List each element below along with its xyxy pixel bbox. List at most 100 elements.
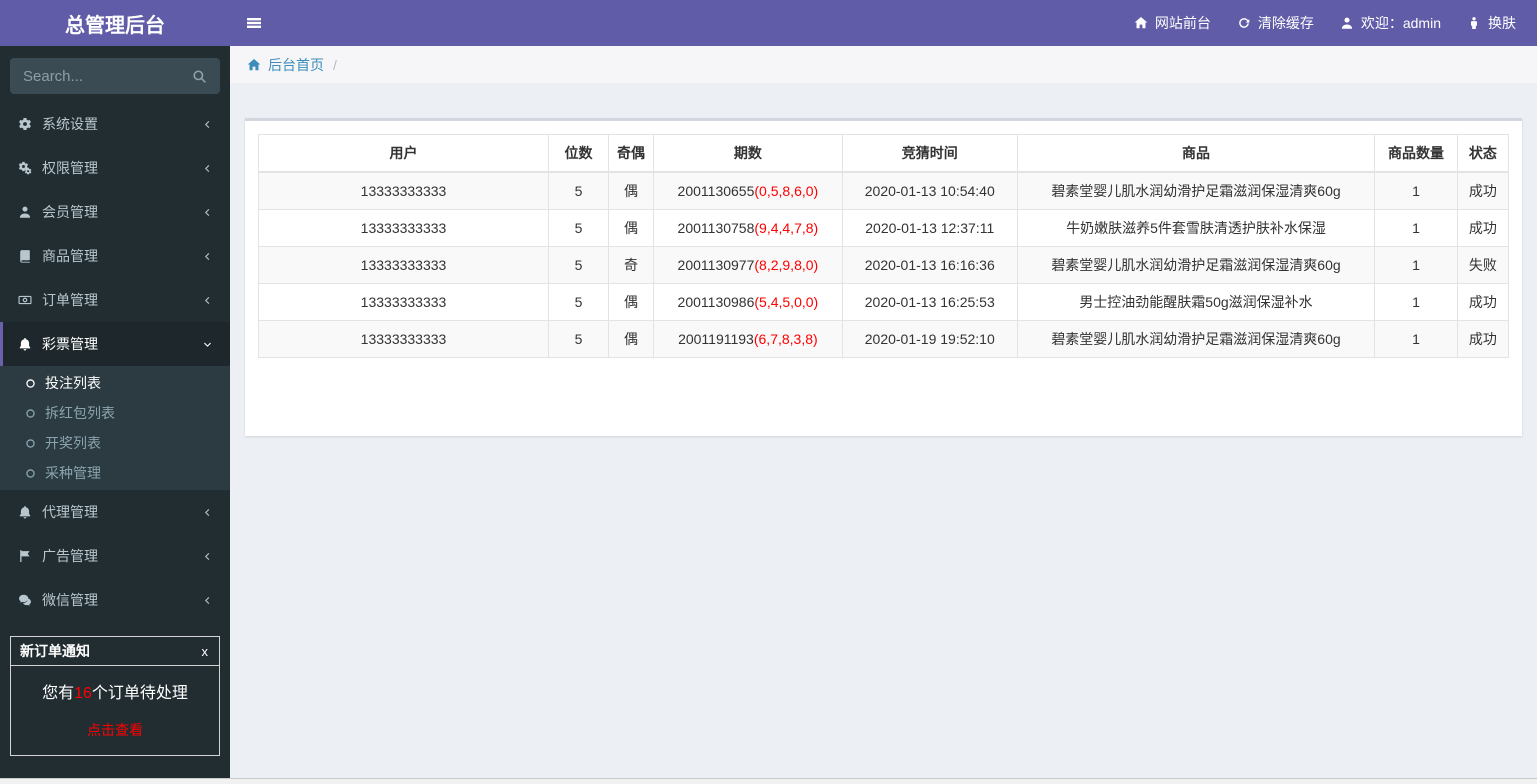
sidebar-item-order-management[interactable]: 订单管理 [0,278,230,322]
table-row: 13333333333 5 偶 2001191193(6,7,8,3,8) 2020-0… [258,320,1510,358]
cell-time: 2020-01-19 19:52:10 [841,320,1018,358]
cell-product: 男士控油劲能醒肤霜50g滋润保湿补水 [1016,283,1376,321]
topbar-link-change-skin[interactable]: 换肤 [1454,0,1529,46]
search-icon [193,69,206,83]
notification-message: 您有16个订单待处理 [17,679,213,703]
cell-product: 碧素堂婴儿肌水润幼滑护足霜滋润保湿清爽60g [1016,320,1376,358]
pending-order-count: 16 [74,685,92,702]
chevron-down-icon [202,339,215,350]
cell-digits: 5 [548,209,609,247]
notification-body: 您有16个订单待处理 点击查看 [11,666,219,755]
sidebar-item-lottery-management[interactable]: 彩票管理 [0,322,230,366]
notification-close-button[interactable]: x [201,643,209,659]
cell-status: 失败 [1456,246,1510,284]
chevron-left-icon [202,551,215,562]
sidebar-item-label: 彩票管理 [42,336,98,352]
topbar-link-clear-cache[interactable]: 清除缓存 [1224,0,1327,46]
new-order-notification: 新订单通知 x 您有16个订单待处理 点击查看 [10,636,220,756]
sidebar-subitem-draw-list[interactable]: 开奖列表 [0,428,230,458]
sidebar-subitem-label: 投注列表 [45,375,101,391]
cell-issue: 2001130655(0,5,8,6,0) [653,171,843,210]
sidebar-subitem-red-packet-list[interactable]: 拆红包列表 [0,398,230,428]
horizontal-scrollbar[interactable] [0,778,1537,784]
sidebar-subitem-bet-list[interactable]: 投注列表 [0,368,230,398]
sidebar-subitem-lottery-type-management[interactable]: 采种管理 [0,458,230,488]
cell-user: 13333333333 [258,320,549,358]
table-row: 13333333333 5 偶 2001130655(0,5,8,6,0) 2020-0… [258,171,1510,210]
issue-draw-numbers: (6,7,8,3,8) [753,331,818,347]
notification-view-link[interactable]: 点击查看 [87,722,143,738]
sidebar-item-member-management[interactable]: 会员管理 [0,190,230,234]
cell-parity: 偶 [608,171,654,210]
sidebar-item-label: 广告管理 [42,548,98,564]
home-icon [247,58,261,72]
cell-status: 成功 [1456,171,1510,210]
cell-product: 碧素堂婴儿肌水润幼滑护足霜滋润保湿清爽60g [1016,246,1376,284]
cell-issue: 2001130977(8,2,9,8,0) [653,246,843,284]
app-title: 总管理后台 [65,14,165,37]
chevron-left-icon [202,119,215,130]
app-logo[interactable]: 总管理后台 [0,0,230,46]
notification-text-prefix: 您有 [42,685,75,702]
issue-number: 2001130655 [677,183,755,199]
sidebar-item-product-management[interactable]: 商品管理 [0,234,230,278]
cell-qty: 1 [1374,246,1458,284]
cell-parity: 偶 [608,283,654,321]
sidebar-item-label: 商品管理 [42,248,98,264]
topbar-link-welcome-admin[interactable]: 欢迎：admin [1327,0,1454,46]
sidebar-toggle-button[interactable] [230,0,278,46]
breadcrumb-home-link[interactable]: 后台首页 [268,56,324,73]
cell-digits: 5 [548,171,609,210]
topbar-right: 网站前台 清除缓存 欢迎：admin 换肤 [230,0,1537,46]
search-button[interactable] [179,69,220,84]
cell-status: 成功 [1456,283,1510,321]
cell-time: 2020-01-13 16:25:53 [841,283,1018,321]
topbar: 总管理后台 网站前台 清除缓存 欢迎：admin 换肤 [0,0,1537,46]
column-header: 用户 [258,134,549,173]
bet-list-card: 用户 位数 奇偶 期数 竞猜时间 商品 商品数量 状态 13333333333 5 偶 200113… [245,118,1522,436]
sidebar: 系统设置权限管理会员管理商品管理订单管理彩票管理投注列表拆红包列表开奖列表采种管… [0,46,230,778]
column-header: 商品 [1016,134,1376,173]
circle-o-icon [25,468,36,479]
sidebar-item-label: 会员管理 [42,204,98,220]
sidebar-item-system-settings[interactable]: 系统设置 [0,102,230,146]
book-icon [16,249,34,263]
home-icon [1134,16,1148,30]
notification-title: 新订单通知 [20,643,90,659]
column-header: 状态 [1456,134,1510,173]
cell-product: 牛奶嫩肤滋养5件套雪肤清透护肤补水保湿 [1016,209,1376,247]
breadcrumb: 后台首页 / [230,46,1537,83]
refresh-icon [1237,16,1251,30]
cell-qty: 1 [1374,171,1458,210]
cell-product: 碧素堂婴儿肌水润幼滑护足霜滋润保湿清爽60g [1016,171,1376,210]
sidebar-subitem-label: 拆红包列表 [45,405,115,421]
cell-parity: 偶 [608,209,654,247]
sidebar-search [10,58,220,94]
gear-icon [16,117,34,131]
column-header: 期数 [653,134,843,173]
sidebar-item-label: 权限管理 [42,160,98,176]
cell-status: 成功 [1456,320,1510,358]
user-icon [1340,16,1354,30]
column-header: 位数 [548,134,609,173]
cell-time: 2020-01-13 10:54:40 [841,171,1018,210]
topbar-link-site-front[interactable]: 网站前台 [1121,0,1224,46]
search-input[interactable] [10,67,179,85]
circle-o-icon [25,378,36,389]
cell-issue: 2001130758(9,4,4,7,8) [653,209,843,247]
sidebar-item-wechat-management[interactable]: 微信管理 [0,578,230,622]
sidebar-item-label: 代理管理 [42,504,98,520]
cell-digits: 5 [548,283,609,321]
issue-draw-numbers: (5,4,5,0,0) [754,294,819,310]
hamburger-icon [247,18,261,28]
issue-number: 2001191193 [678,331,754,347]
topbar-link-label: 换肤 [1488,15,1516,31]
breadcrumb-separator: / [333,56,337,73]
sidebar-item-ad-management[interactable]: 广告管理 [0,534,230,578]
column-header: 竞猜时间 [841,134,1018,173]
issue-number: 2001130986 [677,294,755,310]
cell-issue: 2001191193(6,7,8,3,8) [653,320,843,358]
sidebar-item-permission-management[interactable]: 权限管理 [0,146,230,190]
sidebar-item-agent-management[interactable]: 代理管理 [0,490,230,534]
gears-icon [16,161,34,175]
